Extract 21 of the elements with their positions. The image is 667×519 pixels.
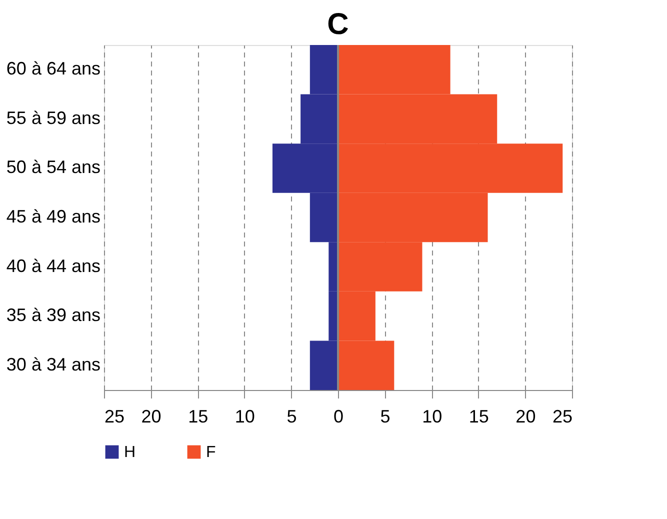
x-tick-label: 5: [380, 406, 390, 426]
x-tick-label: 20: [141, 406, 162, 426]
x-tick-label: 15: [468, 406, 489, 426]
y-tick-label: 35 à 39 ans: [6, 305, 100, 326]
legend-label: F: [206, 444, 216, 461]
x-tick-label: 25: [552, 406, 572, 426]
y-tick-label: 60 à 64 ans: [6, 58, 100, 79]
legend-label: H: [124, 444, 136, 461]
y-tick-label: 45 à 49 ans: [6, 206, 100, 226]
y-tick-label: 40 à 44 ans: [6, 256, 100, 276]
x-tick-label: 10: [234, 406, 255, 426]
x-tick-label: 20: [516, 406, 536, 426]
x-tick-label: 15: [188, 406, 208, 426]
chart-title: C: [327, 8, 349, 41]
x-tick-label: 5: [286, 406, 297, 426]
y-tick-label: 50 à 54 ans: [6, 157, 100, 178]
x-tick-label: 10: [422, 406, 442, 426]
y-tick-label: 30 à 34 ans: [6, 354, 100, 374]
y-tick-label: 55 à 59 ans: [6, 108, 100, 128]
x-tick-label: 25: [104, 406, 125, 426]
x-tick-label: 0: [333, 406, 344, 426]
